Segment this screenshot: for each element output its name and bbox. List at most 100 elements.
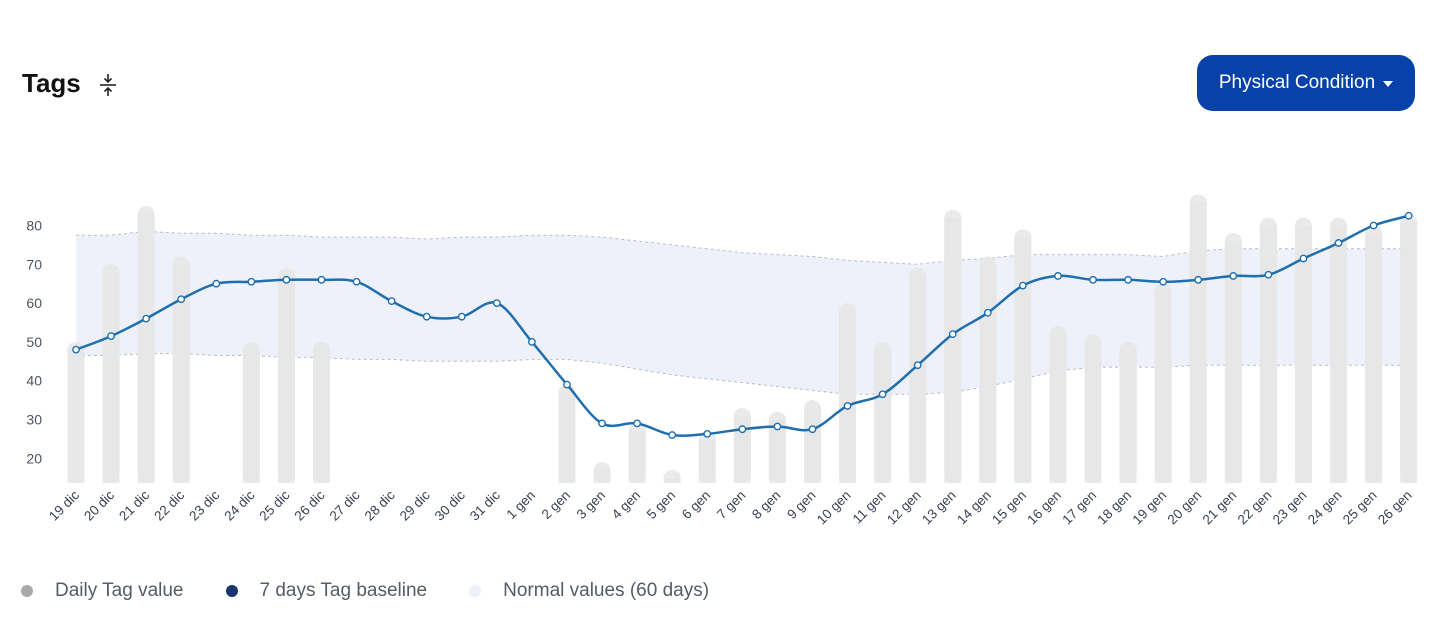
baseline-point-35 [1299, 254, 1308, 263]
x-tick-label: 14 gen [954, 488, 994, 528]
x-tick-label: 23 dic [186, 487, 222, 523]
x-tick-label: 20 gen [1165, 488, 1205, 528]
y-tick-label: 50 [26, 334, 42, 350]
bar-base-36 [1330, 225, 1348, 484]
normal-range-band [76, 231, 1409, 395]
caret-down-icon [1383, 80, 1394, 87]
bar-base-6 [277, 276, 295, 483]
baseline-point-0 [72, 345, 80, 354]
x-tick-label: 3 gen [574, 488, 609, 523]
baseline-point-17 [668, 431, 677, 439]
chart-legend: Daily Tag value 7 days Tag baseline Norm… [21, 580, 751, 602]
x-tick-label: 8 gen [749, 488, 784, 523]
bar-base-7 [312, 349, 330, 483]
x-tick-label: 30 dic [432, 487, 468, 523]
x-tick-label: 6 gen [679, 488, 714, 523]
collapse-vertical-icon[interactable] [97, 73, 119, 97]
bar-base-14 [558, 392, 576, 483]
x-tick-label: 1 gen [504, 488, 539, 523]
x-tick-label: 21 dic [116, 487, 152, 523]
bar-base-31 [1154, 291, 1172, 483]
x-tick-label: 5 gen [644, 488, 679, 523]
legend-swatch-baseline [225, 585, 238, 597]
legend-item-normal[interactable]: Normal values (60 days) [469, 580, 709, 602]
page-title: Tags [22, 68, 81, 98]
x-tick-label: 31 dic [467, 487, 503, 523]
baseline-point-27 [1018, 281, 1027, 290]
baseline-point-26 [983, 308, 992, 317]
bar-base-38 [1400, 221, 1418, 484]
bar-base-23 [874, 349, 892, 483]
legend-swatch-normal [469, 585, 482, 597]
baseline-point-1 [107, 332, 115, 340]
baseline-point-22 [843, 402, 852, 410]
baseline-point-38 [1404, 211, 1413, 220]
x-tick-label: 19 dic [46, 487, 82, 523]
x-tick-label: 22 dic [151, 487, 187, 523]
normal-range-upper-edge [76, 230, 1409, 265]
baseline-point-29 [1089, 275, 1097, 284]
legend-item-daily[interactable]: Daily Tag value [21, 580, 184, 602]
x-tick-label: 28 dic [362, 487, 398, 523]
baseline-point-30 [1124, 275, 1133, 284]
x-tick-label: 29 dic [397, 487, 433, 523]
x-tick-label: 10 gen [814, 488, 854, 528]
y-tick-label: 30 [26, 412, 42, 428]
y-tick-label: 60 [26, 295, 42, 311]
x-tick-label: 7 gen [714, 488, 749, 523]
bar-base-25 [944, 217, 962, 484]
baseline-point-3 [177, 295, 186, 304]
baseline-point-37 [1369, 221, 1378, 230]
baseline-point-20 [773, 422, 782, 431]
x-tick-label: 11 gen [850, 488, 889, 527]
baseline-point-33 [1229, 272, 1238, 280]
bar-base-5 [242, 349, 260, 483]
bar-base-21 [803, 408, 821, 483]
bar-base-2 [137, 214, 155, 483]
baseline-point-23 [878, 390, 887, 399]
legend-item-baseline[interactable]: 7 days Tag baseline [225, 580, 427, 602]
x-tick-label: 26 gen [1375, 488, 1415, 528]
baseline-point-36 [1334, 239, 1343, 247]
y-tick-label: 20 [26, 450, 42, 466]
legend-swatch-daily [21, 585, 33, 597]
x-tick-label: 15 gen [989, 488, 1029, 528]
bar-base-15 [593, 470, 611, 483]
bar-base-16 [628, 431, 646, 483]
baseline-point-4 [212, 279, 221, 288]
x-tick-label: 22 gen [1235, 488, 1275, 528]
baseline-point-24 [913, 361, 922, 370]
x-tick-label: 27 dic [327, 487, 363, 523]
bar-base-19 [733, 415, 751, 483]
x-tick-label: 24 gen [1305, 488, 1345, 528]
bar-base-26 [979, 264, 997, 483]
baseline-point-8 [352, 277, 361, 286]
bar-base-1 [102, 272, 120, 483]
x-tick-label: 23 gen [1270, 488, 1310, 528]
bar-base-24 [909, 276, 927, 483]
baseline-point-16 [633, 419, 642, 428]
baseline-point-21 [808, 425, 817, 434]
dropdown-label: Physical Condition [1218, 72, 1376, 93]
bar-base-33 [1224, 241, 1242, 483]
baseline-point-32 [1194, 275, 1203, 284]
bar-base-32 [1189, 202, 1207, 483]
x-tick-label: 24 dic [221, 487, 257, 523]
bar-base-22 [839, 311, 857, 483]
baseline-point-6 [282, 275, 291, 284]
x-tick-label: 21 gen [1200, 488, 1240, 528]
bar-base-0 [67, 349, 85, 483]
x-tick-label: 25 dic [256, 487, 292, 523]
y-tick-label: 40 [26, 373, 42, 389]
bar-base-20 [768, 419, 786, 483]
physical-condition-dropdown[interactable]: Physical Condition [1197, 55, 1415, 111]
baseline-point-34 [1264, 270, 1273, 279]
bar-base-27 [1014, 237, 1032, 483]
x-tick-label: 26 dic [292, 487, 328, 523]
x-tick-label: 2 gen [539, 488, 574, 523]
baseline-point-12 [492, 299, 501, 307]
baseline-point-14 [563, 380, 571, 389]
bar-base-29 [1084, 342, 1102, 483]
baseline-point-18 [703, 429, 712, 438]
